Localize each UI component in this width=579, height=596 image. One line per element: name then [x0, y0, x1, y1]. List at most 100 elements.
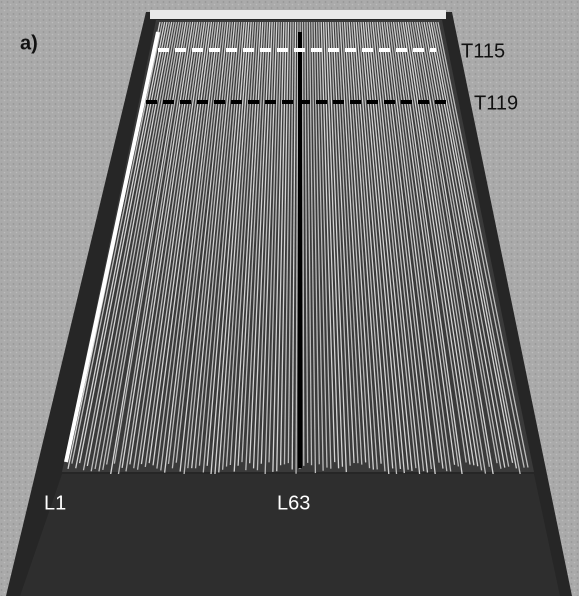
- rod: [225, 21, 257, 467]
- rod: [237, 21, 264, 466]
- line-l1: [64, 31, 160, 463]
- rod: [148, 21, 210, 464]
- rod: [136, 21, 203, 470]
- rod: [336, 21, 363, 465]
- rod: [325, 21, 344, 467]
- rod: [252, 21, 273, 469]
- rod: [399, 21, 467, 463]
- rod: [428, 21, 514, 463]
- rod: [179, 21, 229, 472]
- rod: [381, 21, 436, 475]
- rod: [383, 21, 440, 463]
- rod: [125, 21, 196, 472]
- rod: [378, 21, 433, 470]
- rod: [268, 21, 283, 463]
- rod: [341, 21, 371, 469]
- rod: [416, 21, 494, 475]
- rod: [413, 21, 490, 467]
- rod: [385, 21, 444, 469]
- rod: [75, 21, 166, 469]
- rod: [332, 21, 355, 464]
- rod: [392, 21, 456, 465]
- rod: [144, 21, 208, 468]
- rod: [355, 21, 394, 469]
- rod: [320, 21, 336, 463]
- rod: [102, 21, 182, 470]
- rod: [109, 21, 187, 476]
- rod: [229, 21, 259, 466]
- rod: [187, 21, 234, 469]
- transect-label: T115: [461, 40, 505, 62]
- rod: [191, 21, 236, 469]
- rod: [364, 21, 409, 470]
- rod: [311, 21, 320, 465]
- rod: [367, 21, 413, 471]
- rod: [353, 21, 390, 475]
- rod: [404, 21, 475, 466]
- rod: [376, 21, 429, 473]
- rod: [421, 21, 502, 469]
- rod: [322, 21, 340, 469]
- rod: [94, 21, 177, 470]
- rod: [411, 21, 487, 474]
- rod: [113, 21, 189, 464]
- rod: [374, 21, 425, 472]
- rod: [152, 21, 213, 466]
- rod: [233, 21, 262, 472]
- rod: [390, 21, 452, 472]
- rod: [418, 21, 498, 464]
- rod: [221, 21, 255, 470]
- rods: [67, 21, 529, 476]
- rod: [260, 21, 278, 464]
- rod: [241, 21, 266, 463]
- rod: [327, 21, 347, 473]
- rod: [409, 21, 483, 471]
- rod: [198, 21, 241, 466]
- rod: [272, 21, 285, 472]
- top-edge: [150, 10, 446, 19]
- rod: [167, 21, 222, 464]
- rod: [264, 21, 280, 475]
- rod: [315, 21, 328, 468]
- rod: [304, 21, 309, 463]
- rod: [218, 21, 252, 473]
- rod: [334, 21, 359, 464]
- rod: [425, 21, 510, 467]
- rod: [256, 21, 276, 471]
- transect-label: T119: [474, 92, 518, 114]
- rod: [357, 21, 398, 475]
- rod: [435, 21, 525, 468]
- rod: [117, 21, 192, 476]
- rod: [183, 21, 231, 476]
- rod: [362, 21, 405, 474]
- rod: [432, 21, 521, 475]
- rod: [129, 21, 199, 465]
- lower-bed: [20, 474, 560, 596]
- rod: [140, 21, 206, 465]
- rod: [287, 21, 294, 464]
- line-label: L63: [277, 492, 310, 514]
- rod: [318, 21, 332, 469]
- rod: [430, 21, 518, 469]
- rod: [171, 21, 224, 469]
- rod: [106, 21, 185, 465]
- rod: [210, 21, 248, 475]
- rod: [350, 21, 386, 472]
- rod: [279, 21, 290, 466]
- rod: [329, 21, 351, 466]
- rod: [245, 21, 269, 471]
- rod: [313, 21, 324, 471]
- rod: [291, 21, 297, 470]
- rod: [339, 21, 367, 463]
- panel-label: a): [20, 32, 38, 54]
- rod: [71, 21, 163, 464]
- rod: [395, 21, 460, 467]
- rod: [346, 21, 378, 470]
- rod: [360, 21, 402, 470]
- rod: [343, 21, 375, 470]
- rod: [78, 21, 168, 464]
- rod: [276, 21, 287, 472]
- rod: [202, 21, 243, 473]
- rod: [388, 21, 448, 472]
